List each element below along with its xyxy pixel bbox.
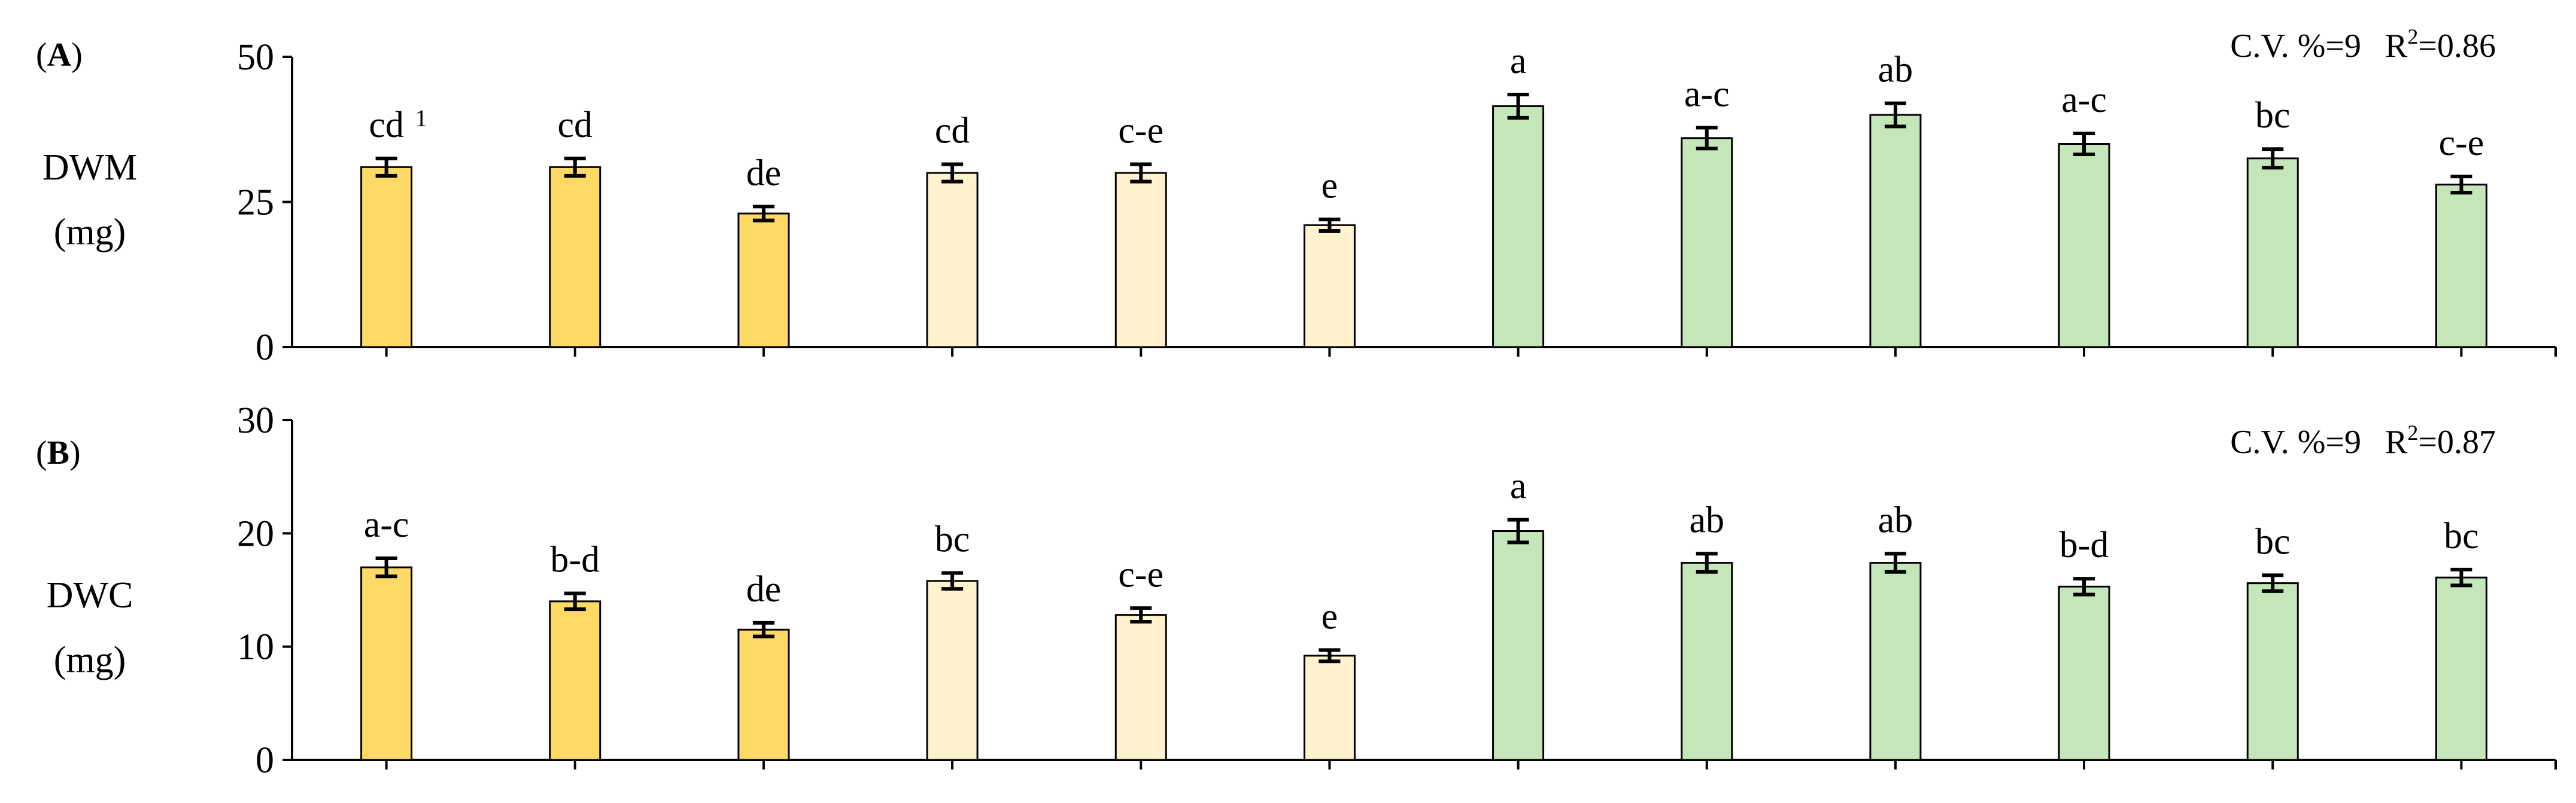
significance-letter: b-d — [550, 540, 600, 580]
y-axis-unit: (mg) — [54, 212, 126, 253]
stats-r-base: R — [2385, 28, 2408, 65]
bar — [1492, 105, 1545, 348]
bar — [2058, 143, 2110, 348]
y-tick-label: 50 — [237, 37, 274, 78]
stats-r-superscript: 2 — [2407, 421, 2418, 445]
bar — [926, 580, 979, 761]
significance-letter: c-e — [1118, 110, 1164, 151]
significance-letter: cd — [369, 105, 404, 145]
stats-r-squared: R2=0.86 — [2385, 25, 2496, 65]
significance-letter: e — [1322, 166, 1338, 206]
bar — [1114, 614, 1167, 761]
bar — [737, 628, 790, 761]
bar — [1869, 114, 1922, 348]
y-tick-label: 30 — [237, 400, 274, 441]
bar — [2246, 157, 2299, 348]
significance-letter: a-c — [1684, 74, 1730, 114]
bar — [2246, 582, 2299, 761]
bar — [1681, 562, 1733, 761]
significance-letter: a — [1510, 41, 1527, 81]
bar — [360, 166, 413, 348]
panel-label-suffix: ) — [71, 36, 83, 74]
significance-letter: c-e — [1118, 554, 1164, 595]
y-tick-label: 20 — [237, 513, 274, 554]
bar — [1681, 137, 1733, 348]
y-tick-label: 0 — [256, 740, 274, 781]
bar — [737, 212, 790, 348]
significance-letter: b-d — [2059, 525, 2109, 565]
significance-letter: a-c — [364, 504, 409, 545]
significance-letter: ab — [1878, 50, 1913, 90]
bar — [1303, 224, 1356, 348]
bar — [549, 166, 602, 348]
bar — [2435, 183, 2487, 348]
significance-letter: e — [1322, 596, 1338, 637]
chart-panel-a: (A) DWM (mg) 0 25 50 cd 1 cd de cd c-e e a a-c ab a-c bc c… — [36, 25, 2557, 368]
bar — [1303, 655, 1356, 761]
stats-r-superscript: 2 — [2407, 25, 2418, 48]
stats-cv: C.V. %=9 — [2230, 28, 2361, 65]
y-axis-label: DWM — [42, 147, 137, 188]
significance-letter: a-c — [2061, 80, 2107, 120]
panel-label-suffix: ) — [69, 434, 81, 472]
bar — [926, 172, 979, 348]
significance-letter: de — [746, 569, 782, 610]
chart-panel-b: (B) DWC (mg) 0 10 20 30 a-c b-d de bc c-e e a ab ab b-d b… — [36, 400, 2557, 781]
significance-letter: bc — [2444, 516, 2479, 556]
significance-letter: cd — [557, 105, 593, 145]
significance-letter: ab — [1689, 500, 1724, 540]
y-tick-label: 10 — [237, 627, 274, 668]
stats-r-squared: R2=0.87 — [2385, 421, 2496, 461]
bar — [549, 600, 602, 761]
bar — [1114, 172, 1167, 348]
panel-label: (B) — [36, 434, 81, 472]
panel-label-prefix: ( — [36, 36, 47, 74]
stats-r-value: =0.87 — [2418, 424, 2496, 461]
y-tick-label: 0 — [256, 327, 274, 368]
bar — [2435, 576, 2487, 761]
significance-letter: bc — [935, 519, 970, 560]
panel-label-letter: A — [47, 36, 72, 74]
stats-cv: C.V. %=9 — [2230, 424, 2361, 461]
stats-r-value: =0.86 — [2418, 28, 2496, 65]
significance-letter: ab — [1878, 500, 1913, 540]
significance-letter: cd — [935, 110, 970, 151]
footnote-marker: 1 — [415, 105, 427, 132]
stats-r-base: R — [2385, 424, 2408, 461]
significance-letter: bc — [2255, 95, 2291, 136]
panel-label-letter: B — [47, 434, 69, 472]
significance-letter: c-e — [2439, 123, 2484, 163]
bar — [1869, 562, 1922, 761]
y-axis-unit: (mg) — [54, 640, 126, 680]
y-axis-label: DWC — [47, 575, 133, 616]
significance-letter: a — [1510, 466, 1527, 507]
panel-label-prefix: ( — [36, 434, 47, 472]
y-tick-label: 25 — [237, 182, 274, 223]
panel-label: (A) — [36, 36, 83, 74]
significance-letter: de — [746, 153, 782, 193]
bar — [2058, 585, 2110, 761]
bar — [360, 566, 413, 761]
significance-letter: bc — [2255, 521, 2291, 562]
bar — [1492, 530, 1545, 761]
